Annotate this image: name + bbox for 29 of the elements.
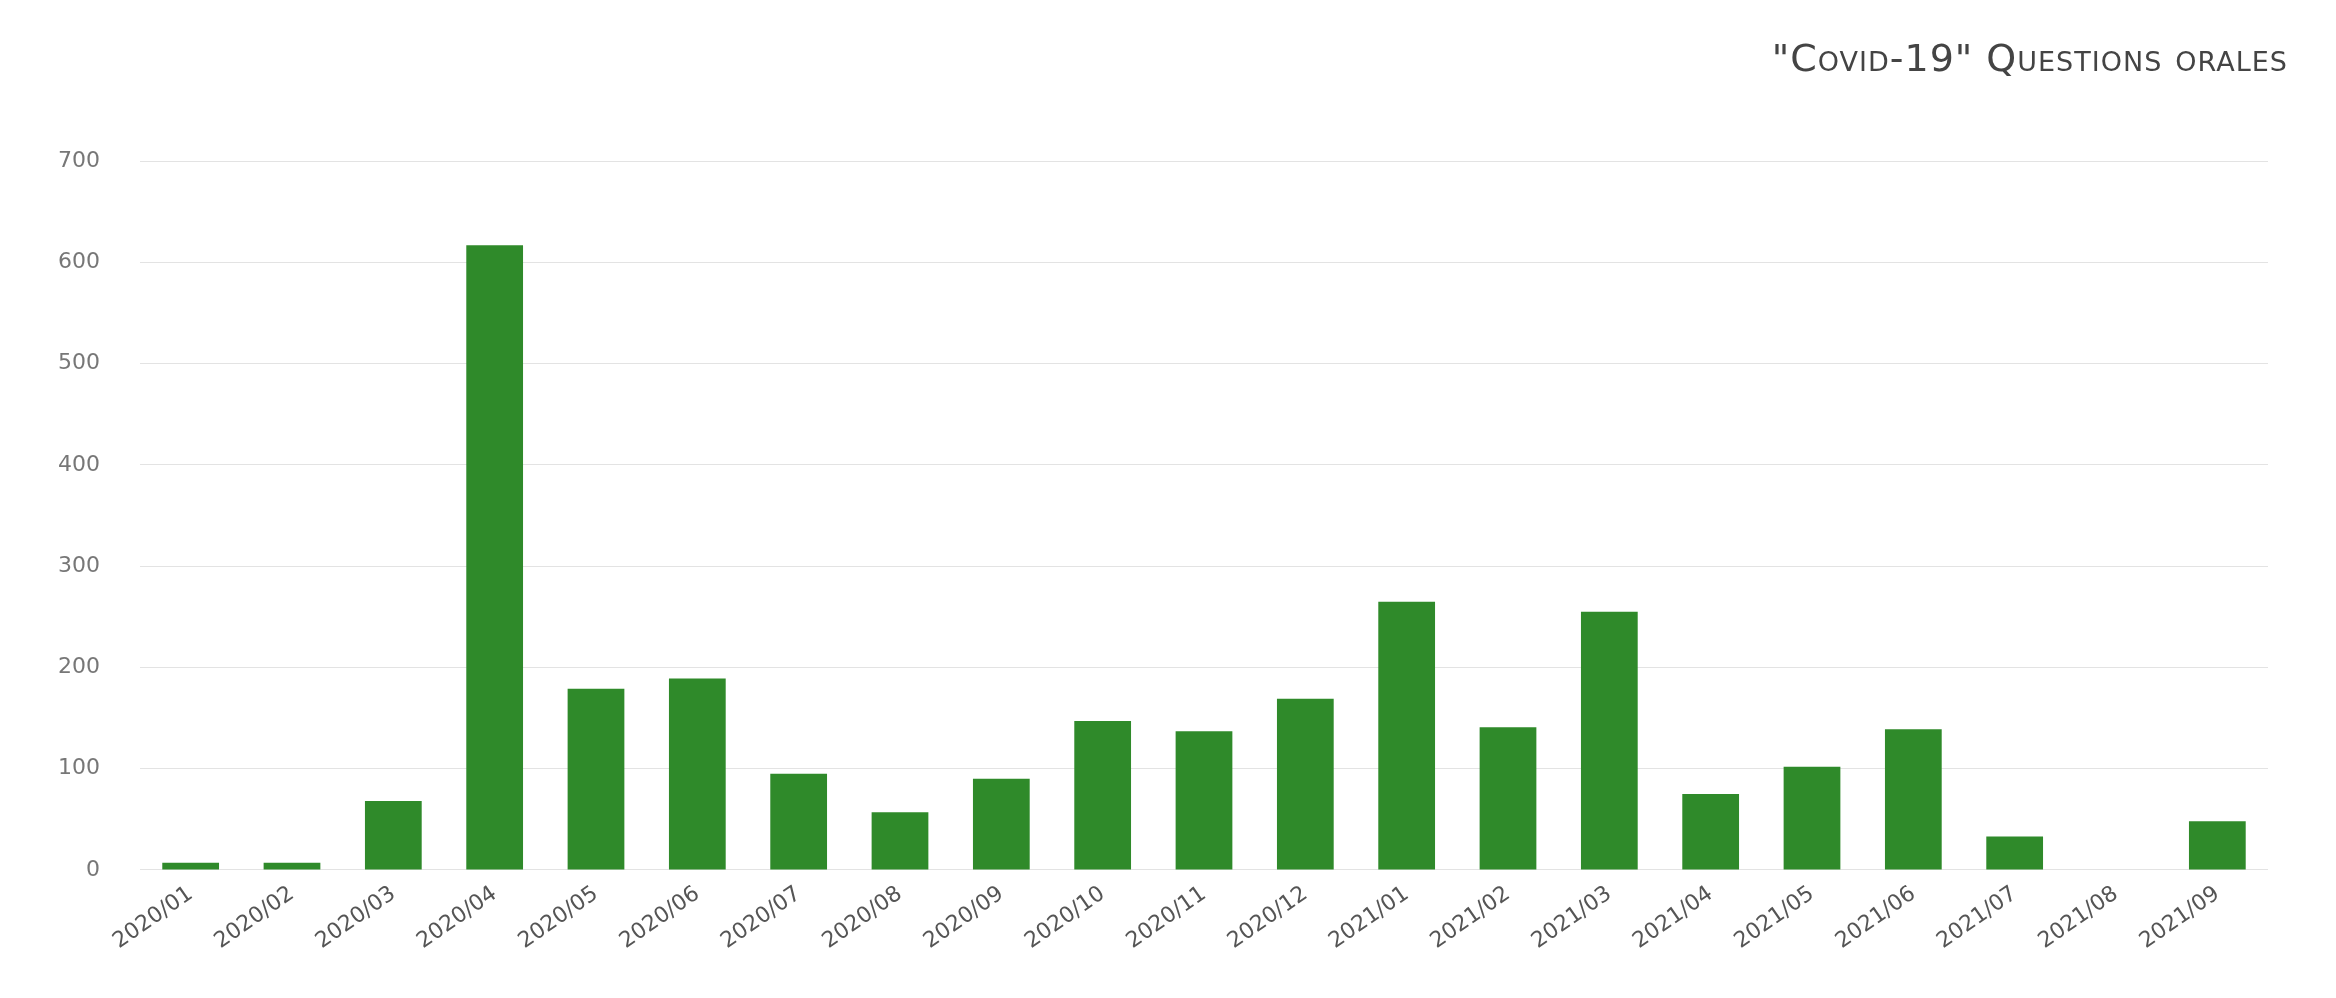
bar xyxy=(1986,836,2044,870)
y-tick-label: 400 xyxy=(57,450,100,476)
y-tick-label: 700 xyxy=(57,146,100,172)
y-tick-label: 200 xyxy=(57,653,100,679)
y-tick-label: 600 xyxy=(57,248,100,274)
bar xyxy=(1884,729,1942,870)
bar xyxy=(567,688,625,870)
bar xyxy=(770,773,828,870)
bar xyxy=(162,862,220,870)
bar xyxy=(972,778,1030,870)
bar xyxy=(1479,727,1537,870)
bar xyxy=(2188,821,2246,870)
bar xyxy=(263,862,321,870)
bar xyxy=(1378,601,1436,870)
bar xyxy=(668,678,726,870)
y-tick-label: 300 xyxy=(57,551,100,577)
y-tick-label: 0 xyxy=(85,855,100,881)
bar xyxy=(1276,698,1334,870)
bar xyxy=(1783,766,1841,870)
bar xyxy=(1074,721,1132,870)
bar xyxy=(1682,794,1740,870)
bar xyxy=(466,245,524,870)
bar xyxy=(1580,611,1638,870)
bar xyxy=(871,812,929,870)
bar xyxy=(1175,731,1233,870)
y-tick-label: 100 xyxy=(57,754,100,780)
chart-title: "Covid-19" Questions orales xyxy=(1771,36,2288,80)
bar xyxy=(364,801,422,870)
y-tick-label: 500 xyxy=(57,349,100,375)
